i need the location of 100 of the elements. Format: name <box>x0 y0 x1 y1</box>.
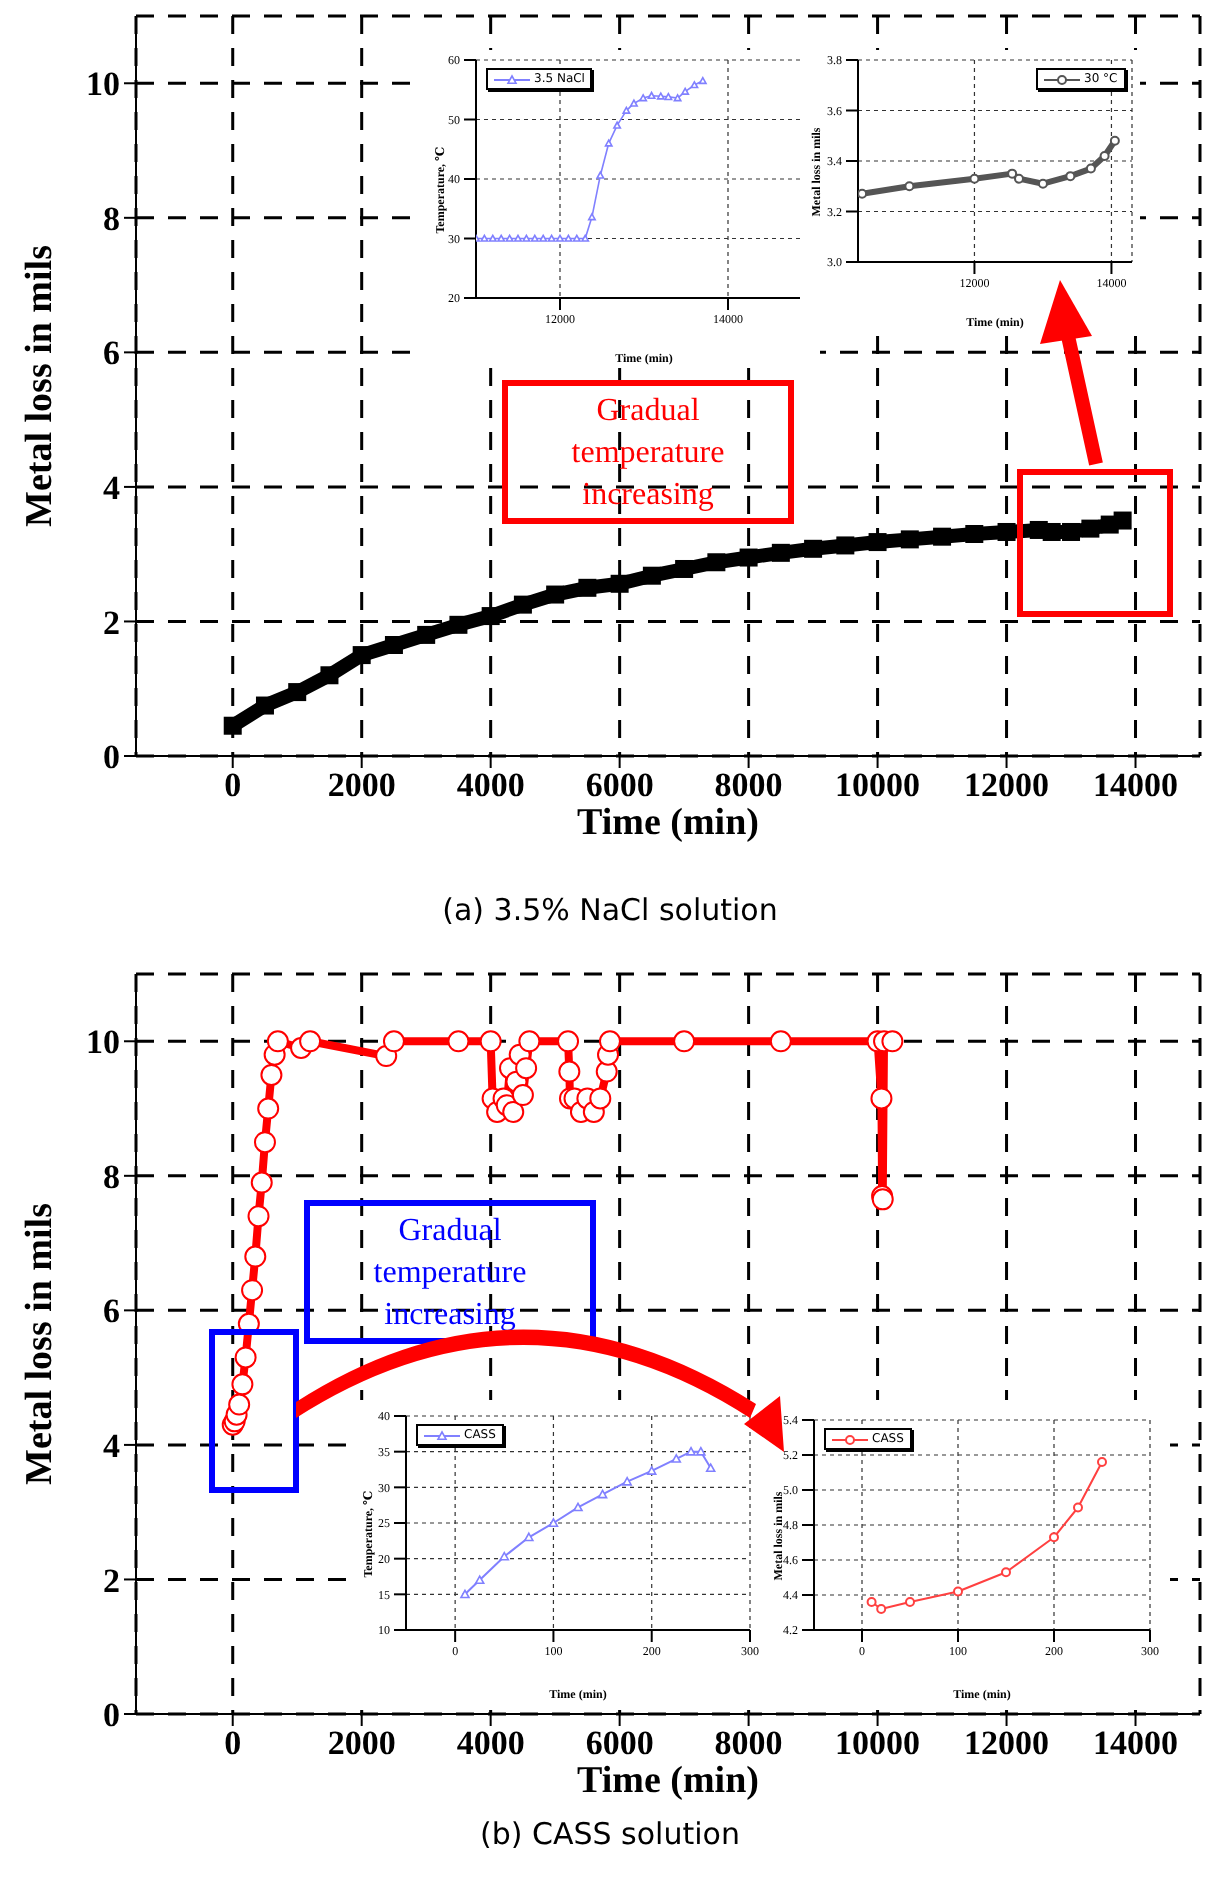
point <box>866 1597 877 1607</box>
point <box>656 92 665 100</box>
y-tick-label: 10 <box>86 1023 120 1062</box>
point <box>247 1205 270 1228</box>
x-tick-label: 10000 <box>835 1724 921 1763</box>
point <box>505 234 514 242</box>
point <box>530 234 539 242</box>
point <box>690 80 699 89</box>
x-tick-label: 8000 <box>714 766 783 805</box>
point <box>223 716 242 735</box>
point <box>1109 135 1120 146</box>
point <box>539 234 548 242</box>
point <box>257 1097 280 1120</box>
y-tick-label: 2 <box>103 1561 120 1600</box>
point <box>244 1245 267 1268</box>
point <box>647 91 656 100</box>
point <box>511 1084 534 1107</box>
text: (b) CASS solution <box>478 1816 742 1852</box>
y-tick-label: 8 <box>103 1157 120 1196</box>
point <box>460 1589 470 1599</box>
y-tick-label: 6 <box>103 1292 120 1331</box>
point <box>234 1346 257 1369</box>
y-tick-label: 6 <box>103 334 120 373</box>
point <box>382 1030 405 1053</box>
point <box>905 1597 915 1607</box>
text: (a) 3.5% NaCl solution <box>440 892 780 928</box>
y-tick-label: 4 <box>103 468 121 507</box>
point <box>596 171 605 179</box>
point <box>969 173 980 184</box>
point <box>231 1373 254 1396</box>
point <box>1007 168 1018 179</box>
point <box>255 696 274 715</box>
x-tick-label: 4000 <box>456 766 525 805</box>
point <box>548 1518 559 1527</box>
point <box>613 121 622 129</box>
point <box>646 1466 657 1475</box>
point <box>876 1604 887 1614</box>
point <box>598 1030 621 1053</box>
point <box>228 1393 251 1416</box>
point <box>681 87 690 95</box>
point <box>698 76 707 85</box>
point <box>514 234 522 242</box>
point <box>622 1476 632 1486</box>
point <box>604 139 613 147</box>
point <box>1113 511 1132 530</box>
x-tick-label: 12000 <box>964 1724 1050 1763</box>
point <box>499 1551 510 1561</box>
point <box>1065 171 1076 182</box>
point <box>557 1030 580 1053</box>
point <box>1073 1502 1083 1513</box>
point <box>597 1489 608 1499</box>
point <box>904 181 915 192</box>
point <box>502 1100 525 1123</box>
point <box>769 1030 792 1053</box>
point <box>1099 150 1110 161</box>
x-tick-label: 12000 <box>964 766 1050 805</box>
point <box>515 1057 538 1080</box>
point <box>1085 163 1096 174</box>
x-axis-title: Time (min) <box>577 802 759 844</box>
point <box>524 1532 534 1542</box>
y-tick-label: 10 <box>86 65 120 104</box>
point <box>572 234 581 242</box>
x-tick-label: 0 <box>224 1724 242 1763</box>
point <box>881 1030 904 1053</box>
x-tick-label: 6000 <box>585 766 654 805</box>
x-axis-title: Time (min) <box>577 1760 759 1802</box>
point <box>260 1063 283 1086</box>
point <box>589 1087 612 1110</box>
point <box>474 1575 485 1585</box>
y-tick-label: 4 <box>103 1426 121 1465</box>
point <box>299 1030 322 1053</box>
point <box>870 1087 893 1110</box>
point <box>241 1279 264 1302</box>
point <box>1097 1457 1107 1467</box>
point <box>1013 173 1024 184</box>
x-tick-label: 0 <box>224 766 242 805</box>
x-tick-label: 2000 <box>327 766 396 805</box>
point <box>320 666 339 685</box>
y-tick-label: 8 <box>103 199 120 238</box>
point <box>480 234 489 242</box>
point <box>573 1502 583 1512</box>
point <box>581 234 590 242</box>
x-tick-label: 14000 <box>1093 766 1179 805</box>
point <box>696 1446 706 1456</box>
point <box>997 522 1016 541</box>
point <box>522 234 531 242</box>
point <box>564 234 573 242</box>
point <box>1001 1567 1011 1578</box>
x-tick-label: 8000 <box>714 1724 783 1763</box>
point <box>488 234 497 242</box>
y-tick-label: 0 <box>103 1696 120 1735</box>
point <box>673 1030 696 1053</box>
point <box>558 1060 581 1083</box>
y-axis-title: Metal loss in mils <box>19 1203 61 1485</box>
point <box>288 683 307 702</box>
x-tick-label: 14000 <box>1093 1724 1179 1763</box>
point <box>705 1463 716 1473</box>
point <box>250 1171 273 1194</box>
point <box>1049 1532 1059 1543</box>
point <box>686 1446 696 1456</box>
